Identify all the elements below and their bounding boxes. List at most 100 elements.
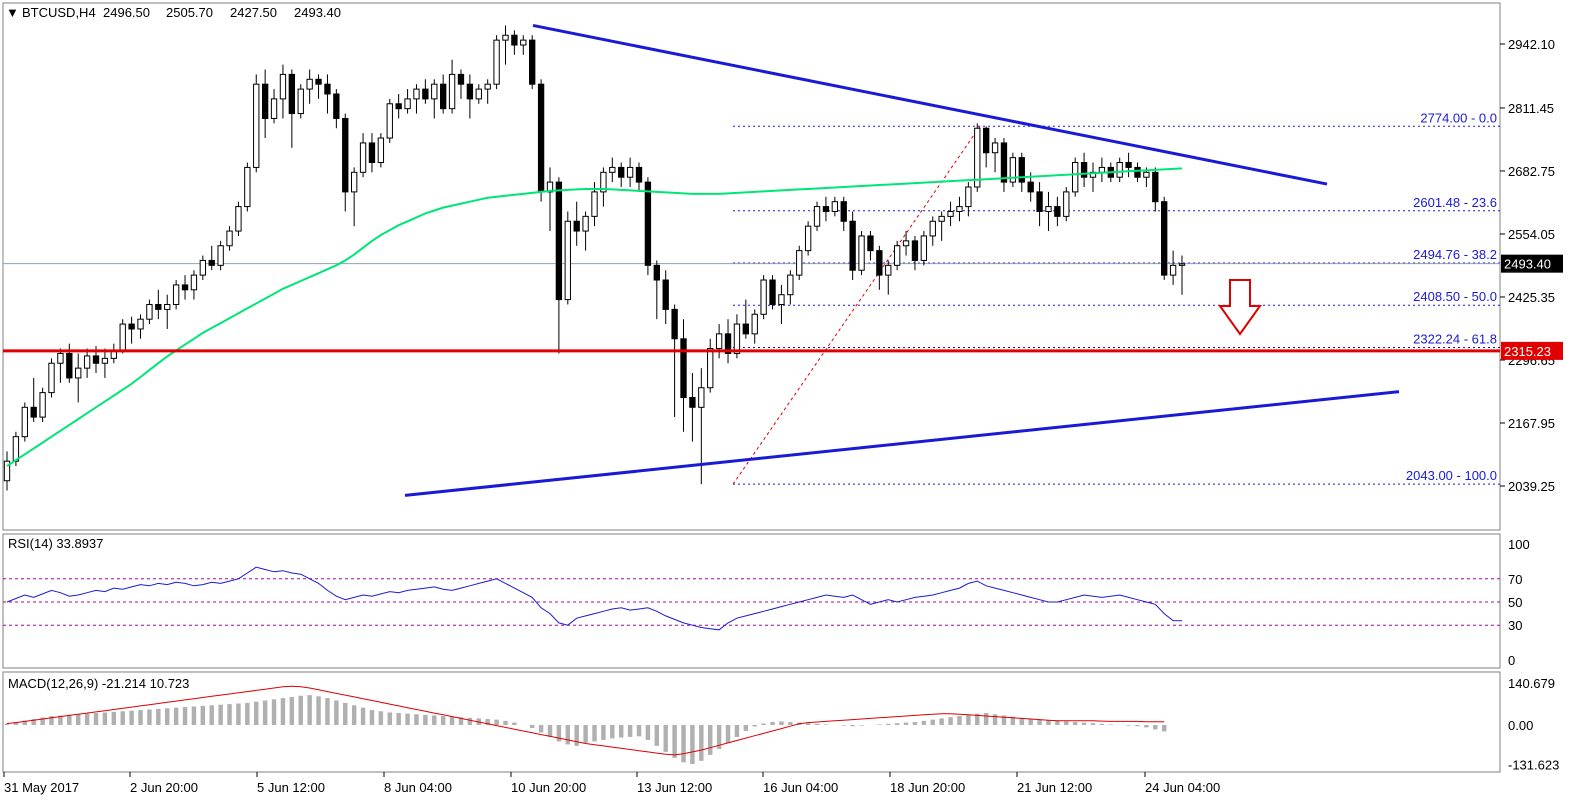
candle-body bbox=[475, 88, 482, 100]
down-arrow-icon bbox=[1218, 279, 1262, 336]
candle-body bbox=[128, 323, 135, 330]
candle-body bbox=[644, 181, 652, 266]
candle-body bbox=[315, 78, 322, 85]
candle-body bbox=[368, 142, 376, 164]
rsi-tick-label: 0 bbox=[1508, 653, 1515, 668]
candle-body bbox=[226, 230, 233, 247]
candle-body bbox=[119, 323, 126, 352]
candle-body bbox=[724, 333, 732, 354]
rsi-indicator: 100 70 50 30 0 bbox=[3, 537, 1530, 668]
time-tick-label: 16 Jun 04:00 bbox=[763, 780, 838, 795]
candle-body bbox=[253, 83, 260, 168]
candle-body bbox=[1072, 162, 1079, 193]
candle-body bbox=[760, 279, 767, 315]
candle-body bbox=[404, 98, 411, 110]
candle-body bbox=[288, 73, 296, 115]
candle-body bbox=[1000, 142, 1008, 183]
macd-indicator: 140.679 0.00 -131.623 bbox=[4, 676, 1559, 772]
candle-body bbox=[1169, 264, 1177, 276]
candle-body bbox=[324, 83, 331, 95]
rsi-line bbox=[6, 566, 1183, 631]
candle-body bbox=[671, 308, 678, 340]
rsi-tick-label: 30 bbox=[1508, 618, 1522, 633]
macd-tick-label: 0.00 bbox=[1508, 718, 1533, 733]
price-panel-frame bbox=[2, 2, 1501, 531]
candle-body bbox=[876, 250, 883, 276]
candle-body bbox=[929, 220, 936, 237]
candle-body bbox=[92, 355, 100, 364]
candle-body bbox=[582, 215, 589, 232]
candle-body bbox=[261, 83, 269, 119]
candle-body bbox=[1080, 162, 1088, 178]
candle-body bbox=[529, 39, 536, 85]
moving-average-line bbox=[6, 167, 1183, 467]
header-symbol: BTCUSD,H4 bbox=[22, 5, 96, 20]
candle-body bbox=[1063, 191, 1070, 217]
candle-body bbox=[217, 245, 224, 266]
fib-level-label: 2774.00 - 0.0 bbox=[1420, 110, 1497, 125]
candle-body bbox=[680, 338, 687, 399]
overlays: 2493.40 2315.23 bbox=[3, 23, 1563, 497]
fib-level-label: 2408.50 - 50.0 bbox=[1413, 289, 1497, 304]
time-tick-label: 10 Jun 20:00 bbox=[511, 780, 586, 795]
candle-body bbox=[199, 259, 207, 276]
candle-body bbox=[101, 357, 109, 364]
candle-body bbox=[386, 103, 393, 139]
macd-tick-label: -131.623 bbox=[1508, 757, 1559, 772]
candle-body bbox=[609, 166, 616, 173]
candle-body bbox=[395, 103, 402, 110]
candle-body bbox=[181, 284, 189, 291]
candle-body bbox=[689, 397, 696, 408]
candle-body bbox=[493, 39, 500, 85]
time-axis: 31 May 2017 2 Jun 20:00 5 Jun 12:00 8 Jun 0… bbox=[3, 772, 1220, 795]
candle-body bbox=[333, 93, 340, 119]
candle-body bbox=[555, 181, 563, 301]
candle-body bbox=[947, 210, 954, 217]
candle-body bbox=[618, 166, 625, 178]
fib-level-label: 2322.24 - 61.8 bbox=[1413, 331, 1497, 346]
candle-body bbox=[626, 166, 634, 178]
candle-body bbox=[662, 279, 669, 310]
time-tick-label: 18 Jun 20:00 bbox=[890, 780, 965, 795]
candle-body bbox=[279, 73, 287, 100]
candle-body bbox=[448, 73, 456, 110]
candle-body bbox=[359, 142, 367, 173]
ascending-trendline bbox=[404, 390, 1400, 497]
time-tick-label: 2 Jun 20:00 bbox=[130, 780, 198, 795]
time-tick-label: 21 Jun 12:00 bbox=[1017, 780, 1092, 795]
header-open: 2496.50 bbox=[103, 5, 150, 20]
candle-body bbox=[377, 137, 385, 164]
macd-tick-label: 140.679 bbox=[1508, 676, 1555, 691]
candle-body bbox=[1143, 171, 1150, 178]
candle-body bbox=[1125, 162, 1132, 168]
candle-body bbox=[707, 348, 714, 389]
candle-body bbox=[1054, 206, 1061, 217]
rsi-panel-frame bbox=[2, 533, 1501, 669]
candle-body bbox=[342, 117, 349, 193]
candle-body bbox=[715, 333, 723, 350]
candle-body bbox=[653, 264, 660, 281]
candle-body bbox=[440, 83, 447, 110]
candle-body bbox=[1161, 201, 1168, 276]
candle-body bbox=[573, 220, 580, 232]
candle-body bbox=[831, 201, 839, 212]
price-tick-label: 2039.25 bbox=[1508, 479, 1555, 494]
fib-diagonal bbox=[732, 126, 981, 485]
candle-body bbox=[431, 83, 438, 100]
candle-body bbox=[956, 206, 963, 212]
candle-body bbox=[920, 235, 928, 261]
candle-body bbox=[21, 406, 28, 438]
rsi-tick-label: 100 bbox=[1508, 537, 1530, 552]
candle-body bbox=[902, 240, 910, 247]
fib-level-label: 2494.76 - 38.2 bbox=[1413, 247, 1497, 262]
candle-body bbox=[235, 206, 242, 232]
header-symbol-arrow[interactable]: ▼ bbox=[6, 5, 19, 20]
candle-body bbox=[733, 323, 741, 354]
header-close: 2493.40 bbox=[294, 5, 341, 20]
price-tick-label: 2682.75 bbox=[1508, 164, 1555, 179]
candle-body bbox=[635, 166, 643, 183]
macd-label: MACD(12,26,9) -21.214 10.723 bbox=[8, 676, 189, 691]
candle-body bbox=[974, 127, 981, 188]
current-price-tag-text: 2493.40 bbox=[1504, 257, 1551, 272]
